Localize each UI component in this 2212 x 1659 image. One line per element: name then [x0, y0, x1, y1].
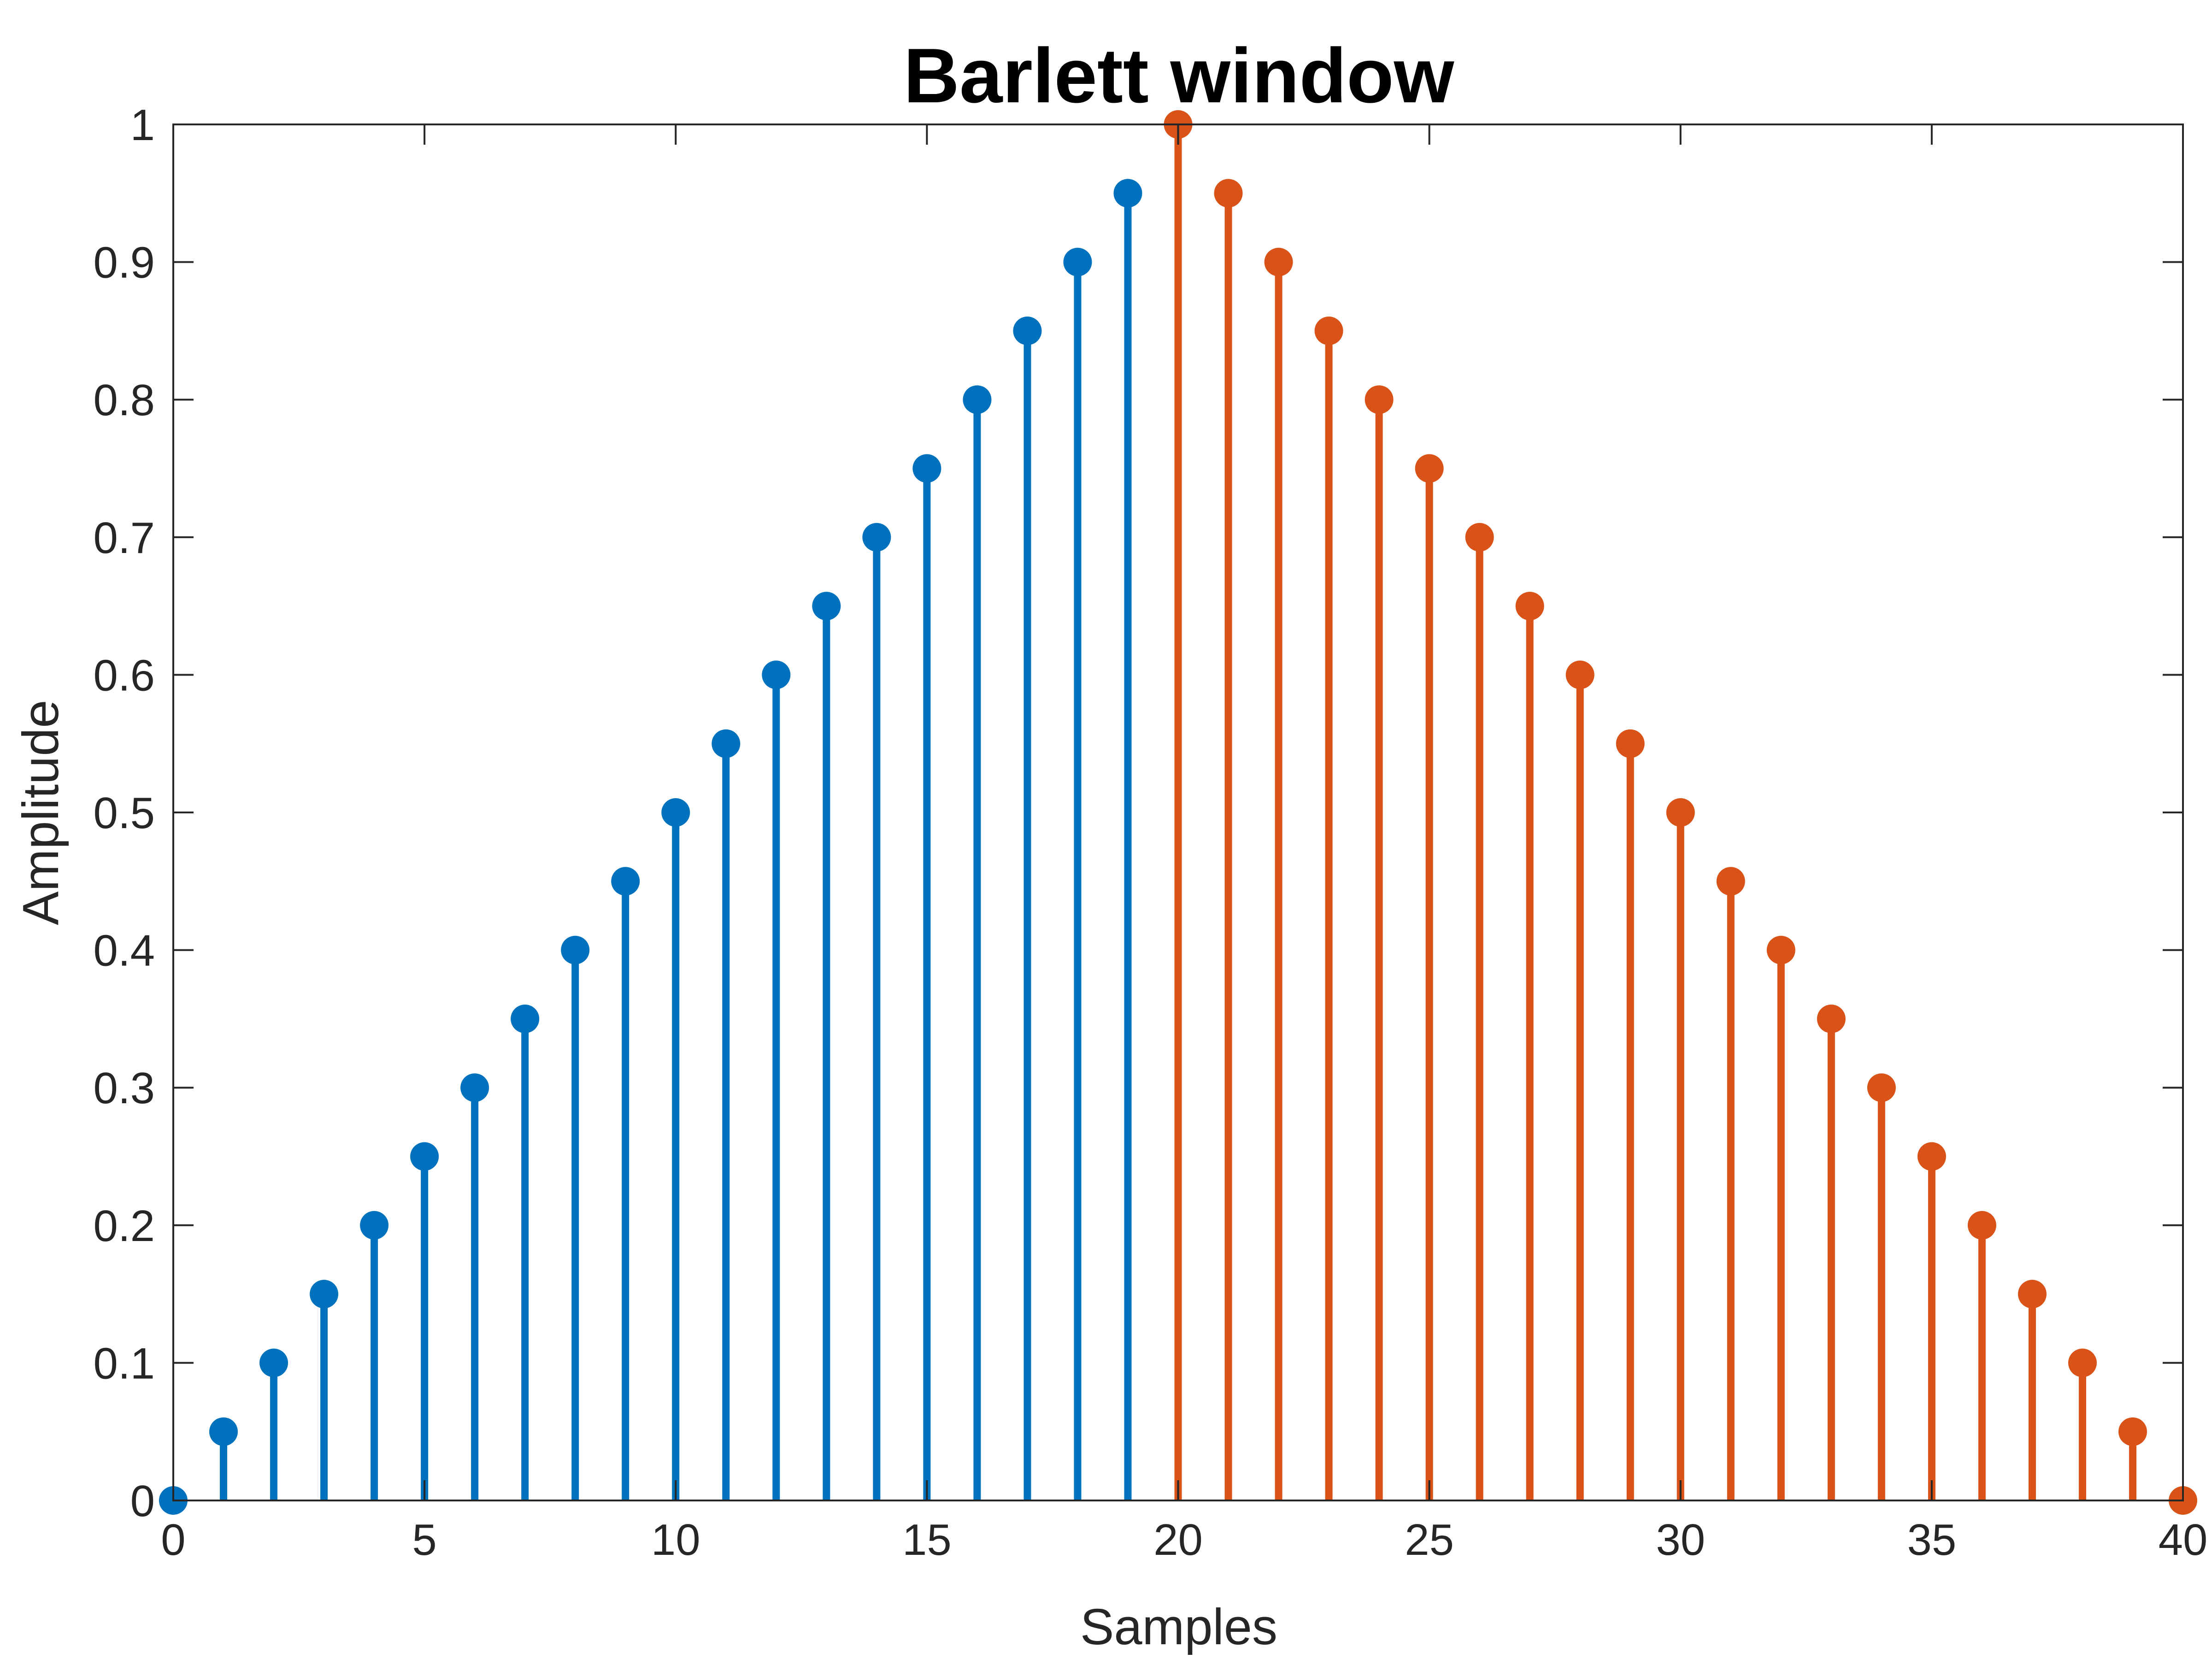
stem-marker	[1264, 247, 1293, 276]
y-tick-label: 0.2	[94, 1201, 155, 1251]
x-tick-label: 5	[412, 1515, 436, 1565]
x-tick-label: 40	[2159, 1515, 2208, 1565]
stem-marker	[209, 1417, 238, 1446]
y-tick-label: 0.9	[94, 238, 155, 288]
y-tick-label: 1	[130, 100, 155, 150]
stem-marker	[1214, 179, 1243, 208]
axes-layer: 0 5 10 15 20 25 30 35 40 0 0.1 0.2 0.3 0.4 0.5 0.6 0.7 0.…	[94, 100, 2208, 1565]
y-tick-label: 0.7	[94, 513, 155, 563]
stem-marker	[2118, 1417, 2147, 1446]
stem-marker	[1013, 316, 1042, 345]
stem-marker	[1616, 729, 1645, 758]
stem-marker	[410, 1142, 439, 1171]
stem-marker	[1314, 316, 1343, 345]
stem-marker	[1967, 1211, 1996, 1240]
stem-marker	[2018, 1280, 2047, 1309]
y-tick-label: 0.6	[94, 651, 155, 700]
stem-marker	[1415, 454, 1444, 483]
stem-marker	[661, 798, 690, 827]
x-tick-label: 15	[902, 1515, 952, 1565]
x-tick-label: 10	[651, 1515, 700, 1565]
stem-marker	[912, 454, 941, 483]
x-tick-label: 30	[1656, 1515, 1705, 1565]
x-tick-label: 25	[1405, 1515, 1454, 1565]
stem-marker	[963, 385, 992, 414]
stem-marker	[1766, 935, 1795, 965]
stem-marker	[2068, 1348, 2097, 1377]
stem-marker	[862, 523, 891, 552]
stem-marker	[1817, 1004, 1846, 1033]
y-axis-title: Amplitude	[12, 700, 69, 925]
stem-marker	[460, 1073, 489, 1102]
stem-marker	[1465, 523, 1494, 552]
y-tick-label: 0.4	[94, 926, 155, 976]
x-tick-label: 0	[161, 1515, 185, 1565]
x-tick-label: 20	[1153, 1515, 1203, 1565]
stem-marker	[1666, 798, 1695, 827]
stem-marker	[511, 1004, 540, 1033]
x-axis-title: Samples	[1080, 1599, 1277, 1655]
stem-marker	[1063, 247, 1092, 276]
chart-title: Barlett window	[904, 32, 1454, 119]
y-tick-label: 0.1	[94, 1339, 155, 1388]
stem-marker	[1365, 385, 1394, 414]
stem-marker	[259, 1348, 288, 1377]
stem-marker	[611, 867, 640, 896]
stem-marker	[561, 935, 590, 965]
y-tick-label: 0.3	[94, 1064, 155, 1113]
stem-marker	[1515, 592, 1544, 621]
stem-marker	[310, 1280, 339, 1309]
y-tick-label: 0	[130, 1477, 155, 1526]
stem-marker	[360, 1211, 389, 1240]
stem-marker	[812, 592, 841, 621]
stem-marker	[1565, 660, 1594, 689]
y-tick-label: 0.5	[94, 788, 155, 838]
stem-marker	[1716, 867, 1745, 896]
stems-layer	[159, 110, 2197, 1515]
stem-marker	[762, 660, 791, 689]
stem-marker	[1867, 1073, 1896, 1102]
x-tick-label: 35	[1907, 1515, 1956, 1565]
stem-marker	[1917, 1142, 1946, 1171]
stem-marker	[1113, 179, 1142, 208]
y-tick-label: 0.8	[94, 376, 155, 425]
stem-marker	[712, 729, 741, 758]
